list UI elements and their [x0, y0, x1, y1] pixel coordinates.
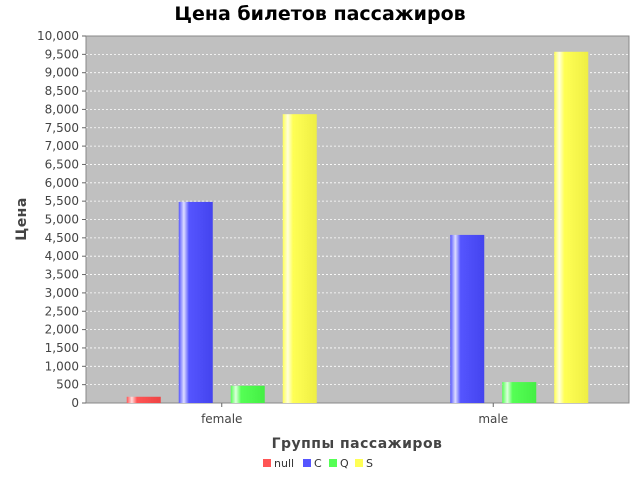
x-axis-label: Группы пассажиров [272, 436, 443, 452]
bar-female-S [283, 114, 317, 403]
chart-title: Цена билетов пассажиров [174, 3, 465, 25]
y-tick-label: 5,000 [45, 213, 79, 227]
y-tick-label: 6,000 [45, 176, 79, 190]
y-tick-label: 4,000 [45, 249, 79, 263]
bar-male-Q [502, 382, 536, 403]
y-tick-label: 8,500 [45, 84, 79, 98]
x-axis-ticks: female male [201, 403, 508, 426]
y-tick-label: 500 [56, 378, 79, 392]
bar-female-C [179, 202, 213, 403]
legend-label-Q: Q [340, 457, 349, 470]
legend-label-C: C [314, 457, 322, 470]
legend-swatch-C [303, 459, 311, 467]
y-axis-label: Цена [14, 197, 30, 241]
bar-female-Q [231, 386, 265, 403]
y-tick-label: 5,500 [45, 194, 79, 208]
y-tick-label: 1,500 [45, 341, 79, 355]
y-tick-label: 3,500 [45, 268, 79, 282]
y-tick-label: 0 [71, 396, 79, 410]
y-tick-label: 2,000 [45, 323, 79, 337]
bar-female-null [127, 397, 161, 403]
y-tick-label: 9,000 [45, 66, 79, 80]
y-tick-label: 6,500 [45, 157, 79, 171]
y-tick-label: 1,000 [45, 359, 79, 373]
y-tick-label: 4,500 [45, 231, 79, 245]
y-tick-label: 3,000 [45, 286, 79, 300]
legend-swatch-null [263, 459, 271, 467]
legend-swatch-S [355, 459, 363, 467]
y-tick-label: 2,500 [45, 304, 79, 318]
y-tick-label: 7,500 [45, 121, 79, 135]
legend-label-null: null [274, 457, 294, 470]
bar-male-S [554, 52, 588, 403]
bar-male-C [450, 235, 484, 403]
y-tick-label: 9,500 [45, 47, 79, 61]
legend-swatch-Q [329, 459, 337, 467]
y-tick-label: 7,000 [45, 139, 79, 153]
y-axis-ticks: 0 500 1,000 1,500 2,000 2,500 3,000 3,500 4,000 4… [37, 29, 86, 410]
x-tick-label: male [478, 412, 508, 426]
y-tick-label: 10,000 [37, 29, 79, 43]
y-tick-label: 8,000 [45, 102, 79, 116]
x-tick-label: female [201, 412, 242, 426]
legend: null C Q S [263, 457, 373, 470]
legend-label-S: S [366, 457, 373, 470]
